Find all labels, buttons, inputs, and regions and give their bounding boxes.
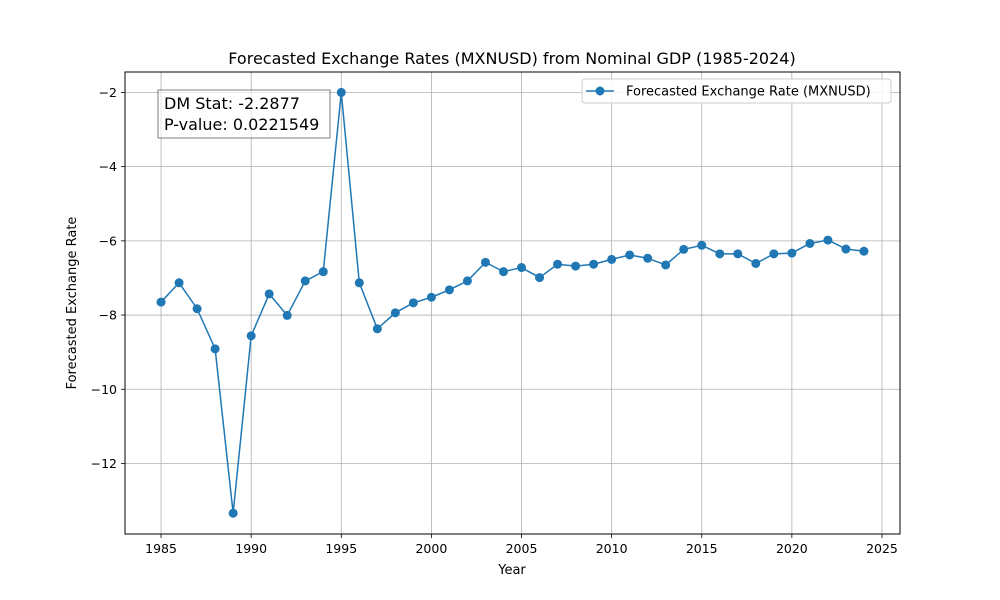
data-point [715, 249, 725, 259]
dm-stat-annotation: DM Stat: -2.2877 P-value: 0.0221549 [157, 89, 331, 139]
data-point [300, 276, 310, 286]
data-point [498, 267, 508, 277]
data-point [174, 278, 184, 288]
data-point [751, 258, 761, 268]
x-tick-label: 2000 [415, 541, 447, 556]
data-point [390, 308, 400, 318]
y-tick-label: −8 [99, 308, 117, 323]
y-tick-label: −2 [99, 85, 117, 100]
data-point [643, 253, 653, 263]
data-point [859, 246, 869, 256]
x-tick-label: 1990 [235, 541, 267, 556]
data-point [426, 292, 436, 302]
data-point [679, 244, 689, 254]
y-axis-label: Forecasted Exchange Rate [65, 217, 80, 390]
y-axis-ticks: −12 −10 −8 −6 −4 −2 [91, 85, 125, 471]
plot-frame [124, 71, 901, 535]
x-tick-label: 2005 [506, 541, 538, 556]
chart-title: Forecasted Exchange Rates (MXNUSD) from … [228, 49, 795, 68]
y-tick-label: −10 [91, 382, 117, 397]
data-point [408, 298, 418, 308]
data-point [480, 257, 490, 267]
data-point [571, 261, 581, 271]
x-tick-label: 2025 [866, 541, 898, 556]
data-point [553, 259, 563, 269]
data-point [769, 249, 779, 259]
data-point [156, 297, 166, 307]
data-point [228, 508, 238, 518]
data-point [462, 276, 472, 286]
data-point [210, 344, 220, 354]
legend-box [581, 78, 892, 104]
legend-label: Forecasted Exchange Rate (MXNUSD) [626, 85, 871, 100]
data-point [354, 278, 364, 288]
annotation-line-dm-stat: DM Stat: -2.2877 [164, 94, 300, 113]
data-point [805, 238, 815, 248]
legend-marker [595, 86, 605, 96]
series-line [160, 91, 865, 514]
data-point [607, 254, 617, 264]
x-tick-label: 1985 [145, 541, 177, 556]
x-tick-label: 2020 [776, 541, 808, 556]
y-tick-label: −6 [99, 233, 117, 248]
data-point [535, 273, 545, 283]
data-point [697, 240, 707, 250]
series-layer [156, 87, 869, 518]
data-point [282, 310, 292, 320]
data-point [264, 289, 274, 299]
x-tick-label: 1995 [325, 541, 357, 556]
y-tick-label: −12 [91, 456, 117, 471]
x-tick-label: 2010 [596, 541, 628, 556]
x-tick-label: 2015 [686, 541, 718, 556]
data-point [192, 304, 202, 314]
x-axis-ticks: 1985 1990 1995 2000 2005 2010 2015 2020 2025 [145, 534, 898, 556]
data-point [246, 331, 256, 341]
data-point [517, 263, 527, 273]
data-point [372, 324, 382, 334]
x-axis-label: Year [497, 563, 526, 578]
data-point [589, 259, 599, 269]
legend: Forecasted Exchange Rate (MXNUSD) [581, 78, 892, 104]
data-point [336, 87, 346, 97]
data-point [787, 248, 797, 258]
grid [125, 72, 900, 534]
data-point [318, 267, 328, 277]
data-point [661, 260, 671, 270]
annotation-box [157, 89, 331, 139]
y-tick-label: −4 [99, 159, 117, 174]
annotation-line-p-value: P-value: 0.0221549 [164, 115, 319, 134]
data-point [733, 249, 743, 259]
data-point [444, 285, 454, 295]
data-point [625, 250, 635, 260]
data-point [823, 235, 833, 245]
data-point [841, 244, 851, 254]
